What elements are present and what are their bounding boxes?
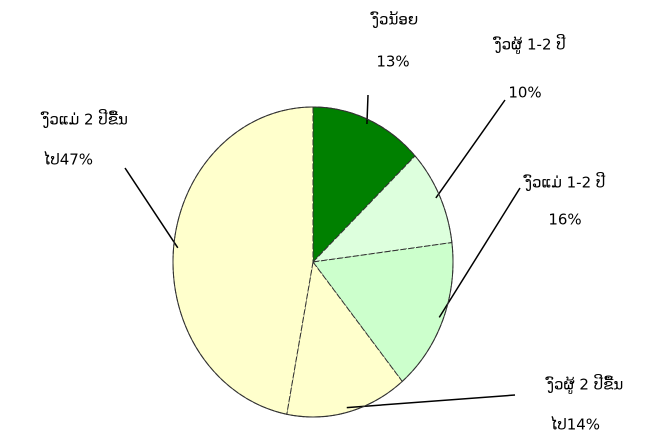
value-label: 16% <box>548 211 581 229</box>
slice-label: ງົວແມ່ 2 ປີຂື້ນ <box>40 108 127 129</box>
value-label: ໄປ14% <box>550 415 600 434</box>
slice-label: ງົວຜູ້ 2 ປີຂື້ນ <box>545 373 623 395</box>
pie-slice <box>172 106 314 415</box>
value-label: 10% <box>508 84 541 102</box>
value-label: ໄປ47% <box>43 150 93 169</box>
slice-label: ງົວຜູ້ 1-2 ປີ <box>493 33 566 55</box>
value-label: 13% <box>376 53 409 71</box>
leader-line <box>346 394 516 409</box>
pie-outline <box>172 106 454 418</box>
leader-line <box>438 187 521 318</box>
slice-label: ງົວນ້ອຍ <box>370 9 418 28</box>
leader-line <box>435 99 506 199</box>
leader-line <box>124 167 179 249</box>
slice-label: ງົວແມ່ 1-2 ປີ <box>523 171 605 192</box>
